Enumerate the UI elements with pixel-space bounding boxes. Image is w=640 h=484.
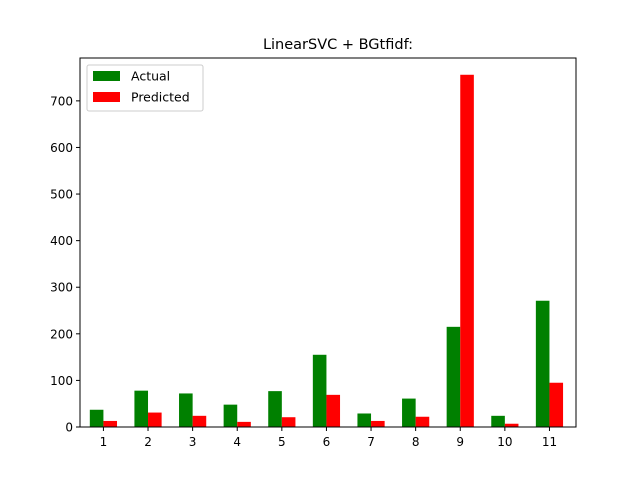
y-tick-label: 300: [50, 281, 73, 295]
bar-actual-3: [179, 393, 193, 427]
bar-predicted-7: [371, 420, 385, 427]
bar-predicted-9: [460, 74, 474, 428]
bar-actual-4: [223, 404, 238, 427]
axes-layer: 1 2 3 4 5 6 7 8 9 10 11 0 100 200 300 400 500 600 700: [50, 57, 577, 449]
legend-label-predicted: Predicted: [131, 90, 190, 105]
bar-predicted-8: [415, 416, 430, 427]
bar-actual-8: [402, 398, 416, 427]
bar-actual-2: [134, 390, 149, 427]
bar-actual-1: [89, 409, 104, 427]
chart-legend: Actual Predicted: [86, 64, 204, 112]
x-tick-label: 4: [233, 435, 241, 449]
bar-predicted-2: [148, 412, 162, 427]
plot-frame: [79, 57, 577, 428]
bar-predicted-1: [103, 420, 118, 427]
bar-predicted-11: [549, 382, 564, 427]
bar-actual-6: [312, 354, 327, 427]
y-tick-label: 600: [50, 141, 73, 155]
x-tick-label: 11: [542, 435, 557, 449]
x-tick-label: 7: [367, 435, 375, 449]
chart-title: LinearSVC + BGtfidf:: [263, 37, 413, 53]
bar-actual-5: [268, 391, 282, 428]
y-tick-label: 100: [50, 374, 73, 388]
bar-predicted-5: [281, 417, 296, 427]
y-tick-label: 500: [50, 188, 73, 202]
x-tick-label: 2: [144, 435, 152, 449]
legend-swatch-predicted: [93, 92, 120, 102]
bar-predicted-10: [504, 423, 519, 427]
bar-actual-7: [357, 413, 372, 427]
y-tick-label: 0: [65, 421, 73, 435]
x-tick-label: 8: [412, 435, 420, 449]
bar-actual-9: [446, 326, 461, 427]
legend-swatch-actual: [93, 71, 120, 81]
x-tick-label: 3: [189, 435, 197, 449]
x-tick-label: 9: [456, 435, 464, 449]
bar-actual-11: [535, 300, 550, 427]
bar-predicted-6: [326, 394, 341, 427]
x-tick-label: 6: [323, 435, 331, 449]
x-tick-label: 1: [100, 435, 108, 449]
legend-label-actual: Actual: [131, 69, 170, 84]
x-tick-label: 10: [497, 435, 512, 449]
y-tick-label: 200: [50, 327, 73, 341]
bar-predicted-3: [192, 415, 207, 427]
y-tick-label: 700: [50, 94, 73, 108]
y-tick-label: 400: [50, 234, 73, 248]
bar-predicted-4: [237, 421, 251, 428]
bars-layer: [89, 74, 564, 428]
bar-actual-10: [491, 415, 505, 427]
x-tick-label: 5: [278, 435, 286, 449]
